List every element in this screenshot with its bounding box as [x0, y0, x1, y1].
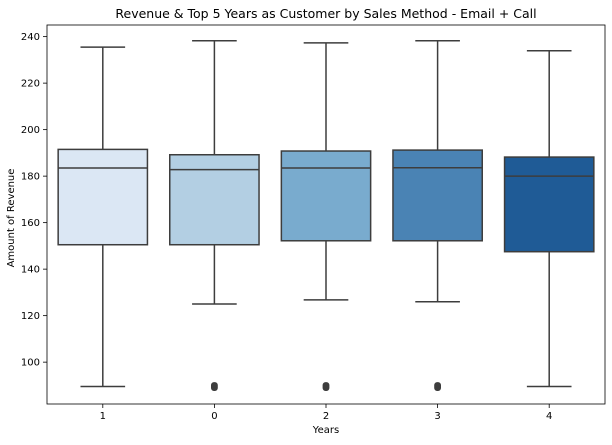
y-tick-label: 240: [21, 32, 40, 43]
plot-frame: [46, 24, 606, 405]
y-tick-label: 160: [21, 218, 40, 229]
outlier-point: [322, 382, 330, 391]
x-tick-label: 4: [546, 411, 552, 422]
y-tick-label: 220: [21, 79, 40, 90]
x-tick-label: 1: [100, 411, 106, 422]
y-tick-label: 180: [21, 172, 40, 183]
y-tick-label: 140: [21, 265, 40, 276]
plot-area: 1 0 2 3 4 100 120 140 160 180 200 220 240: [21, 24, 606, 422]
box-1: [57, 148, 149, 246]
chart-title: Revenue & Top 5 Years as Customer by Sal…: [115, 6, 536, 21]
x-tick-label: 2: [323, 411, 329, 422]
y-tick-label: 120: [21, 311, 40, 322]
box-0: [169, 153, 260, 246]
outlier-point: [210, 382, 218, 391]
y-axis-label: Amount of Revenue: [6, 169, 17, 268]
x-axis-label: Years: [312, 425, 339, 436]
outlier-point: [434, 382, 442, 391]
box-4: [503, 156, 595, 253]
y-tick-label: 200: [21, 125, 40, 136]
x-tick-label: 0: [211, 411, 217, 422]
box-2: [280, 150, 372, 242]
x-tick-label: 3: [434, 411, 440, 422]
y-tick-label: 100: [21, 358, 40, 369]
box-3: [392, 149, 483, 242]
